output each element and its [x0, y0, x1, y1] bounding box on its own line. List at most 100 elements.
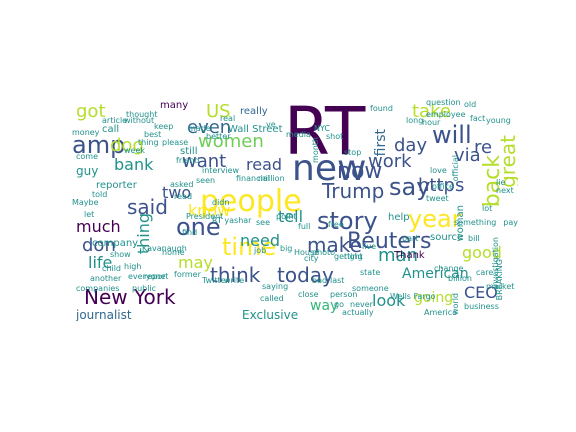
cloud-word: really	[240, 106, 268, 117]
cloud-word: amp	[72, 131, 126, 159]
cloud-word: next	[496, 186, 514, 195]
cloud-word: call	[102, 124, 120, 135]
cloud-word: pay	[503, 218, 518, 227]
cloud-word: never	[350, 300, 373, 309]
cloud-word: market	[486, 282, 515, 291]
cloud-word: live	[362, 242, 377, 251]
cloud-word: official	[451, 155, 460, 182]
cloud-word: tell	[278, 207, 304, 226]
cloud-word: without	[124, 116, 155, 125]
cloud-word: now	[337, 159, 383, 184]
cloud-word: look	[372, 291, 406, 310]
cloud-word: please	[162, 138, 189, 147]
cloud-word: good	[462, 243, 502, 262]
word-cloud: RT new people say amp will Reuters story New Yor…	[72, 95, 518, 321]
cloud-word: much	[76, 217, 121, 236]
cloud-word: two	[162, 183, 192, 202]
cloud-word: care	[476, 268, 494, 277]
cloud-word: Maybe	[72, 198, 99, 207]
cloud-word: made	[188, 124, 211, 133]
cloud-word: lie	[496, 178, 506, 187]
cloud-word: real	[220, 114, 236, 123]
cloud-word: Wells Fargo	[390, 292, 436, 301]
cloud-word: story	[317, 207, 378, 235]
cloud-word: young	[486, 116, 511, 125]
cloud-word: lot	[482, 204, 493, 213]
cloud-word: let	[84, 210, 95, 219]
cloud-word: got	[76, 101, 106, 122]
cloud-word: dog	[110, 135, 144, 156]
cloud-word: go	[334, 300, 344, 309]
cloud-word: write	[224, 276, 245, 285]
cloud-word: job	[254, 246, 267, 255]
cloud-word: US	[206, 101, 231, 122]
cloud-word: fact	[470, 114, 486, 123]
cloud-word: love	[430, 166, 447, 175]
cloud-word: another	[90, 274, 122, 283]
cloud-word: may	[178, 253, 213, 272]
cloud-word: read	[174, 192, 193, 201]
cloud-word: getting	[334, 252, 363, 261]
cloud-word: person	[330, 290, 358, 299]
cloud-word: bank	[114, 155, 154, 174]
cloud-word: office	[432, 182, 454, 191]
cloud-word: million	[258, 174, 285, 183]
cloud-word: saying	[262, 282, 289, 291]
cloud-word: article	[102, 116, 128, 125]
cloud-word: one	[176, 213, 221, 241]
cloud-word: hour	[422, 118, 441, 127]
cloud-word: journalist	[76, 308, 132, 321]
cloud-word: day	[394, 135, 428, 156]
cloud-word: need	[240, 231, 280, 250]
cloud-word: keep	[154, 122, 174, 131]
cloud-word: NYC	[314, 124, 331, 133]
cloud-word: former	[174, 270, 201, 279]
cloud-word: Trump	[322, 179, 385, 203]
cloud-word: President	[186, 212, 224, 221]
cloud-word: even	[187, 117, 232, 138]
cloud-word: ve	[266, 120, 276, 129]
cloud-word: right	[344, 252, 363, 261]
cloud-word: show	[110, 250, 131, 259]
cloud-word: Twitter	[202, 276, 229, 285]
cloud-word: read	[246, 155, 283, 174]
cloud-word: world	[451, 293, 460, 316]
cloud-word: stop	[344, 148, 362, 157]
cloud-word: change	[434, 264, 464, 273]
cloud-word: Reuters	[347, 229, 432, 254]
cloud-word: American	[402, 266, 469, 282]
cloud-word: make	[307, 233, 362, 257]
cloud-word: state	[360, 268, 381, 277]
cloud-word: re	[474, 137, 493, 158]
cloud-word: city	[304, 254, 319, 263]
cloud-word: want	[182, 151, 227, 172]
cloud-word: business	[464, 302, 499, 311]
cloud-word: America	[424, 308, 457, 317]
cloud-word: week	[124, 146, 146, 155]
cloud-word: women	[198, 131, 264, 152]
cloud-word: thing	[138, 138, 159, 147]
cloud-word: long	[406, 116, 424, 125]
cloud-word: told	[92, 190, 108, 199]
cloud-word: didn	[212, 198, 230, 207]
cloud-word: source	[430, 232, 464, 243]
cloud-word: high	[124, 262, 142, 271]
cloud-word: photo	[312, 248, 336, 257]
cloud-word: say	[389, 173, 431, 201]
cloud-word: asked	[170, 180, 194, 189]
cloud-word: called	[260, 294, 284, 303]
cloud-word: Kavanaugh	[142, 244, 187, 253]
cloud-word: know	[188, 201, 231, 220]
cloud-word: help	[388, 212, 410, 223]
cloud-word: today	[277, 263, 334, 287]
cloud-word: actually	[342, 308, 374, 317]
cloud-word: via	[454, 145, 481, 166]
cloud-word: full	[298, 222, 311, 231]
cloud-word: money	[72, 128, 100, 137]
cloud-word: Thank	[394, 250, 425, 261]
cloud-word: old	[464, 100, 477, 109]
cloud-word: point	[276, 212, 297, 221]
cloud-word: don	[82, 235, 116, 256]
cloud-word: last	[330, 276, 345, 285]
cloud-word: people	[200, 184, 302, 219]
